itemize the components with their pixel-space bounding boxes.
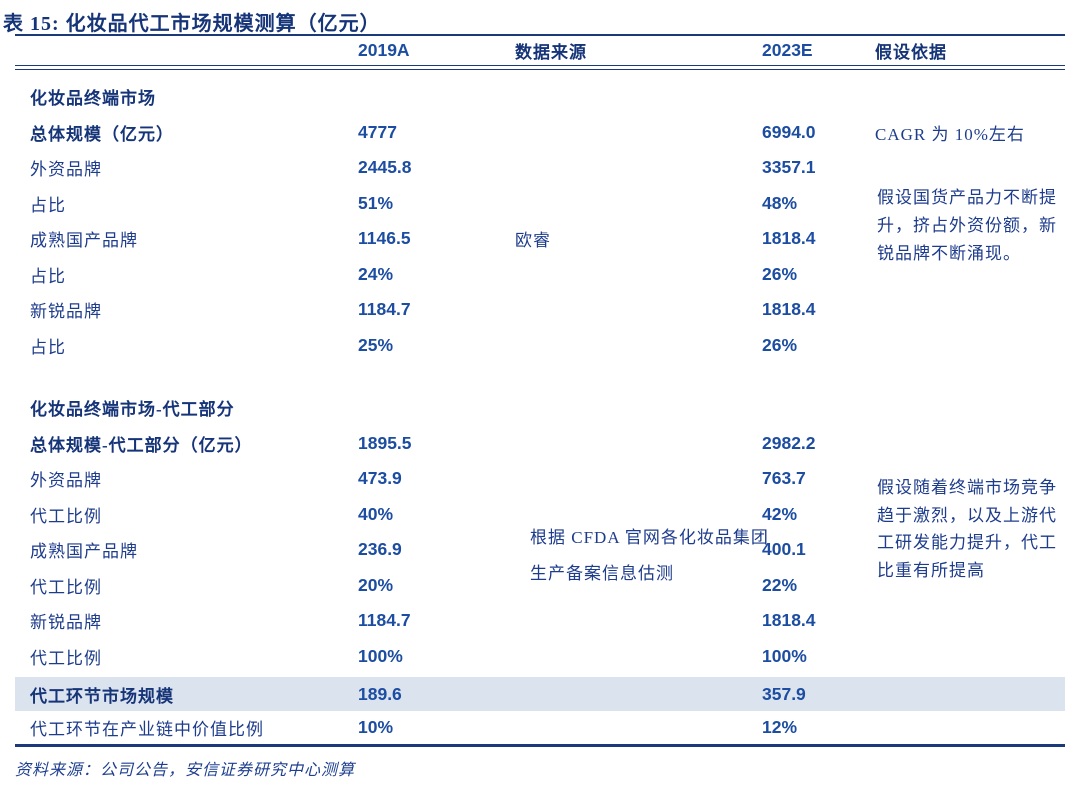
value-2019a: 24% xyxy=(358,263,394,284)
row-label: 总体规模-代工部分（亿元） xyxy=(30,435,253,455)
value-2019a: 51% xyxy=(358,192,394,213)
row-label: 成熟国产品牌 xyxy=(30,542,138,562)
section2-name-row: 化妆品终端市场-代工部分 xyxy=(15,390,1065,426)
section-title: 化妆品终端市场-代工部分 xyxy=(30,400,235,420)
value-2023e: 42% xyxy=(762,503,798,524)
value-2019a: 1146.5 xyxy=(358,228,411,249)
value-2023e: 400.1 xyxy=(762,539,806,560)
row-label: 代工比例 xyxy=(30,577,102,597)
assumption-cell: CAGR 为 10%左右 xyxy=(875,124,1025,144)
value-2023e: 357.9 xyxy=(762,683,806,704)
summary-row: 代工环节在产业链中价值比例 10% 12% xyxy=(15,711,1065,744)
row-label: 占比 xyxy=(30,337,66,357)
header-2023e: 2023E xyxy=(762,40,813,60)
value-2019a: 1184.7 xyxy=(358,610,411,631)
value-2023e: 1818.4 xyxy=(762,228,816,249)
row-label: 占比 xyxy=(30,195,66,215)
table-row: 新锐品牌 1184.7 1818.4 xyxy=(15,292,1065,328)
value-2019a: 100% xyxy=(358,645,403,666)
row-label: 成熟国产品牌 xyxy=(30,231,138,251)
value-2023e: 3357.1 xyxy=(762,157,816,178)
value-2023e: 763.7 xyxy=(762,468,806,489)
table-row: 代工比例 20% 22% xyxy=(15,568,1065,604)
value-2019a: 2445.8 xyxy=(358,157,412,178)
table-row: 新锐品牌 1184.7 1818.4 xyxy=(15,603,1065,639)
row-label: 代工环节市场规模 xyxy=(30,686,174,706)
table-row: 成熟国产品牌 1146.5 欧睿 1818.4 xyxy=(15,221,1065,257)
value-2019a: 20% xyxy=(358,574,394,595)
value-2023e: 12% xyxy=(762,717,798,737)
value-2019a: 1895.5 xyxy=(358,432,412,453)
row-label: 外资品牌 xyxy=(30,471,102,491)
title-underline xyxy=(15,34,1065,36)
value-2023e: 2982.2 xyxy=(762,432,816,453)
source-cell: 欧睿 xyxy=(515,231,551,251)
value-2023e: 26% xyxy=(762,263,798,284)
table-row: 总体规模（亿元） 4777 6994.0 CAGR 为 10%左右 xyxy=(15,115,1065,151)
header-source: 数据来源 xyxy=(515,43,587,62)
summary-highlight-row: 代工环节市场规模 189.6 357.9 xyxy=(15,677,1065,711)
value-2023e: 26% xyxy=(762,334,798,355)
value-2019a: 25% xyxy=(358,334,394,355)
value-2023e: 22% xyxy=(762,574,798,595)
section-title: 化妆品终端市场 xyxy=(30,89,156,109)
row-label: 新锐品牌 xyxy=(30,302,102,322)
table-row: 占比 24% 26% xyxy=(15,257,1065,293)
header-2019a: 2019A xyxy=(358,40,410,60)
value-2023e: 6994.0 xyxy=(762,121,816,142)
value-2019a: 189.6 xyxy=(358,683,402,704)
value-2019a: 236.9 xyxy=(358,539,402,560)
source-block-cfda: 根据 CFDA 官网各化妆品集团生产备案信息估测 xyxy=(530,528,769,583)
value-2023e: 100% xyxy=(762,645,807,666)
value-2023e: 1818.4 xyxy=(762,610,816,631)
value-2019a: 1184.7 xyxy=(358,299,411,320)
table-title: 表 15: 化妆品代工市场规模测算（亿元） xyxy=(3,13,381,35)
value-2019a: 473.9 xyxy=(358,468,402,489)
table-row: 代工比例 100% 100% xyxy=(15,639,1065,675)
assumption-block-terminal: 假设国货产品力不断提升，挤占外资份额，新锐品牌不断涌现。 xyxy=(877,188,1057,263)
table-row: 代工比例 40% 42% xyxy=(15,497,1065,533)
row-label: 代工比例 xyxy=(30,506,102,526)
source-note: 资料来源：公司公告，安信证券研究中心测算 xyxy=(15,762,356,779)
header-row: 2019A 数据来源 2023E 假设依据 xyxy=(15,36,1065,65)
header-underline xyxy=(15,65,1065,70)
row-label: 占比 xyxy=(30,266,66,286)
assumption-block-oem: 假设随着终端市场竞争趋于激烈，以及上游代工研发能力提升，代工比重有所提高 xyxy=(877,478,1057,580)
value-2019a: 10% xyxy=(358,717,394,737)
row-label: 外资品牌 xyxy=(30,160,102,180)
value-2023e: 1818.4 xyxy=(762,299,816,320)
row-label: 总体规模（亿元） xyxy=(30,124,174,144)
row-label: 代工环节在产业链中价值比例 xyxy=(30,720,264,739)
table-row: 成熟国产品牌 236.9 400.1 xyxy=(15,532,1065,568)
table-row: 外资品牌 473.9 763.7 xyxy=(15,461,1065,497)
header-assumption: 假设依据 xyxy=(875,43,947,62)
table-bottom-rule xyxy=(15,744,1065,747)
row-label: 新锐品牌 xyxy=(30,613,102,633)
value-2019a: 40% xyxy=(358,503,394,524)
value-2019a: 4777 xyxy=(358,121,397,142)
table-row: 外资品牌 2445.8 3357.1 xyxy=(15,150,1065,186)
table-row: 占比 25% 26% xyxy=(15,328,1065,364)
row-label: 代工比例 xyxy=(30,648,102,668)
value-2023e: 48% xyxy=(762,192,798,213)
table-row: 占比 51% 48% xyxy=(15,186,1065,222)
table-row: 总体规模-代工部分（亿元） 1895.5 2982.2 xyxy=(15,426,1065,462)
section1-name-row: 化妆品终端市场 xyxy=(15,79,1065,115)
